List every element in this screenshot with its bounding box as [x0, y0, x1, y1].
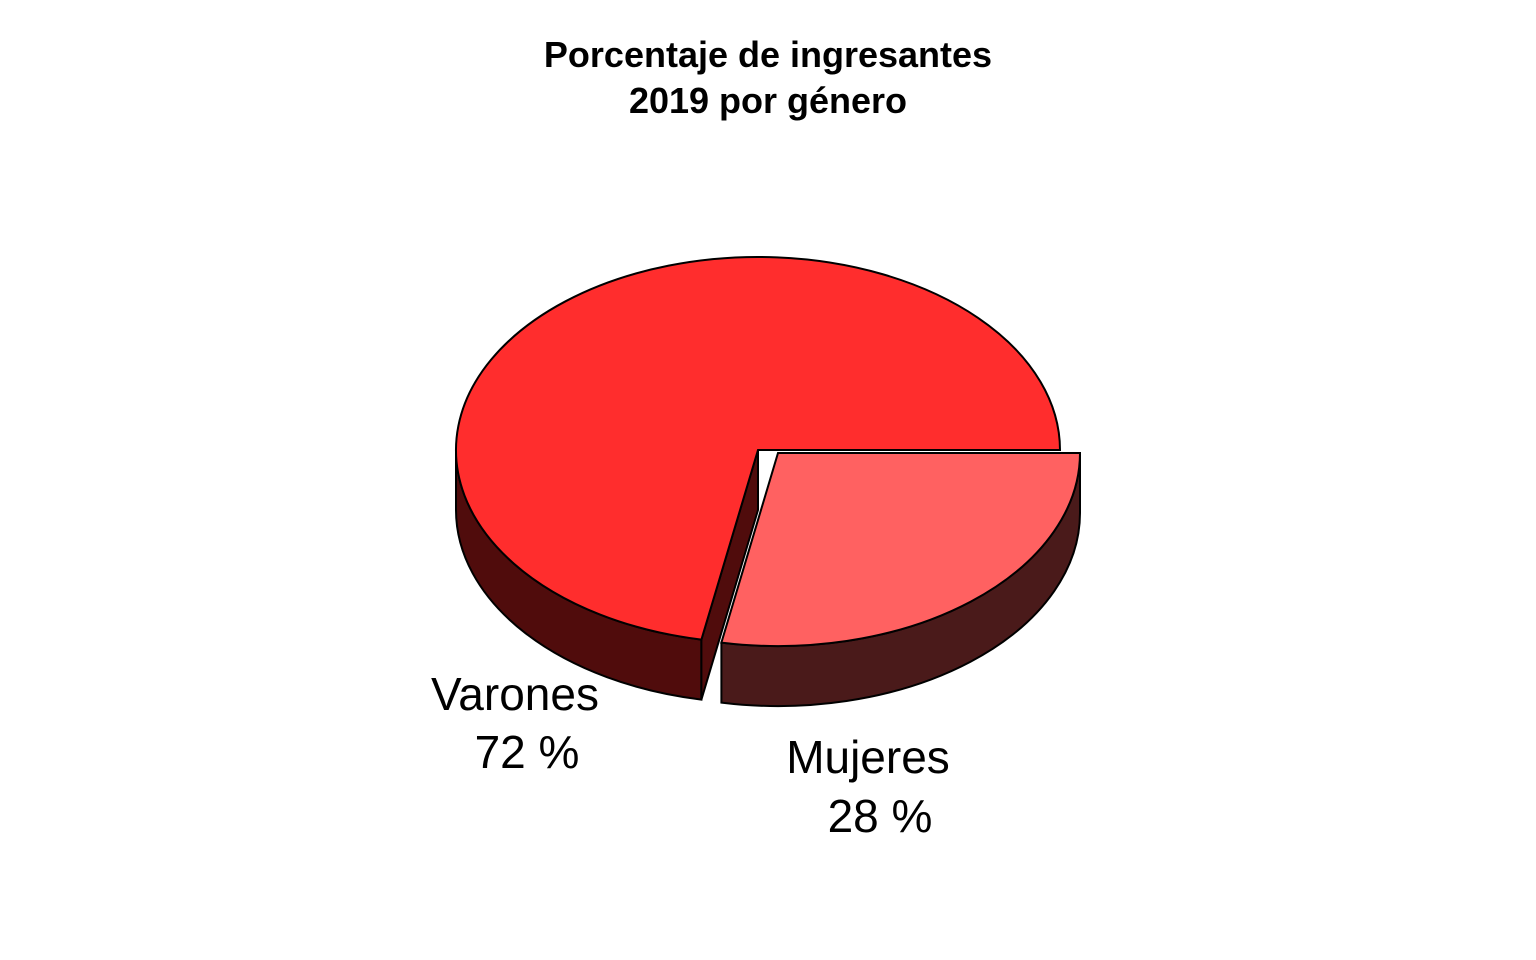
pie-slice-varones — [455, 256, 1062, 701]
pie-slice-varones-top — [455, 256, 1062, 641]
chart-title-line-1: Porcentaje de ingresantes — [543, 34, 993, 75]
slice-label-mujeres-value: 28 % — [828, 790, 933, 842]
slice-label-varones-value: 72 % — [475, 726, 580, 778]
slice-label-mujeres-name: Mujeres — [786, 731, 950, 783]
pie-slice-mujeres — [720, 452, 1082, 708]
chart-title: Porcentaje de ingresantes 2019 por géner… — [0, 32, 1536, 124]
slice-label-varones-name: Varones — [431, 668, 599, 720]
pie-slice-mujeres-top — [720, 452, 1082, 648]
chart-title-line-2: 2019 por género — [628, 80, 908, 121]
